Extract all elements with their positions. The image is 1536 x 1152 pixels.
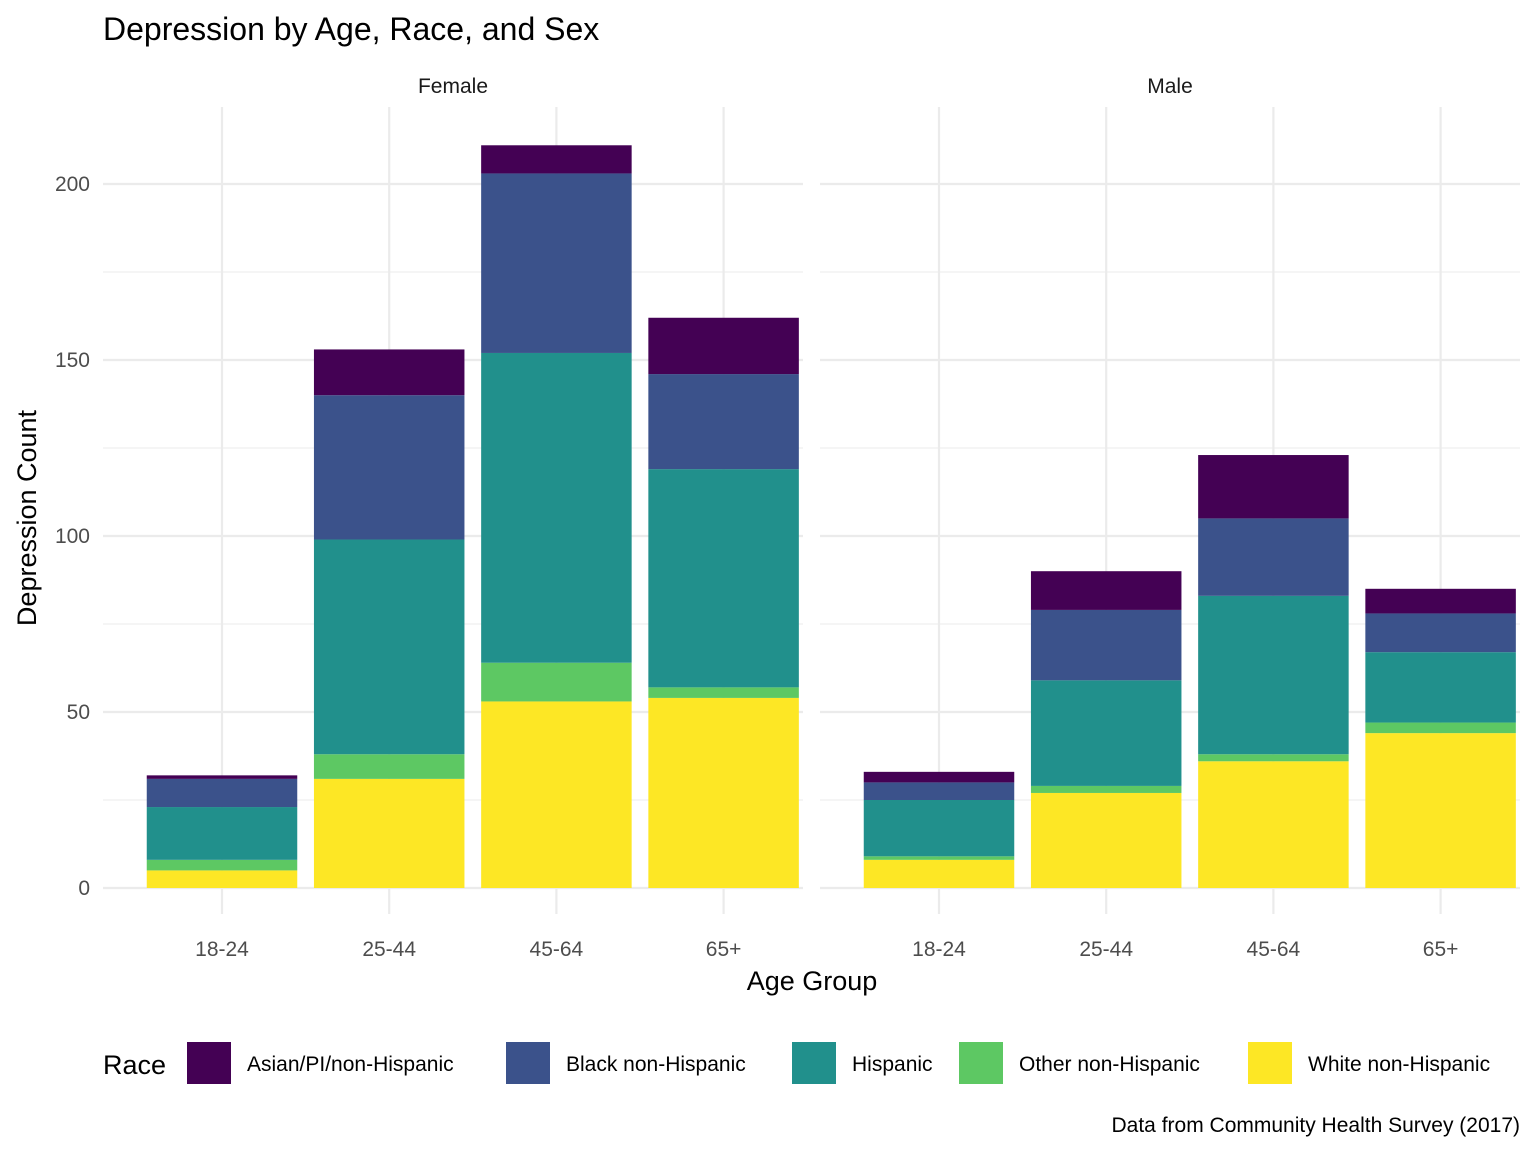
- legend: Race Asian/PI/non-Hispanic Black non-Hisp…: [103, 1042, 1490, 1084]
- bar-male-45-64-black-non-hispanic: [1198, 518, 1349, 596]
- y-tick-label: 50: [67, 701, 90, 724]
- bar-female-65+-asian-pi-non-hispanic: [648, 317, 799, 375]
- x-tick-label: 18-24: [195, 938, 249, 961]
- bar-female-18-24-hispanic: [146, 807, 298, 860]
- bar-male-65+-black-non-hispanic: [1365, 613, 1516, 653]
- facet-strip-label: Female: [418, 75, 488, 98]
- bar-female-25-44-asian-pi-non-hispanic: [313, 349, 465, 396]
- bar-male-65+-other-non-hispanic: [1365, 722, 1516, 734]
- bar-male-25-44-white-non-hispanic: [1030, 792, 1182, 888]
- bar-female-18-24-white-non-hispanic: [146, 870, 298, 888]
- bar-male-25-44-hispanic: [1030, 680, 1182, 786]
- bar-male-45-64-white-non-hispanic: [1198, 761, 1349, 888]
- bar-male-18-24-other-non-hispanic: [863, 856, 1015, 860]
- facet-panels: 18-24 25-44 45-64 65+ Female 18-24 25-44 45-64 6…: [55, 75, 1520, 961]
- bar-male-25-44-other-non-hispanic: [1030, 785, 1182, 793]
- bar-female-45-64-asian-pi-non-hispanic: [481, 145, 632, 174]
- facet-female: 18-24 25-44 45-64 65+ Female: [103, 75, 803, 961]
- x-tick-label: 25-44: [362, 938, 416, 961]
- bar-female-18-24-black-non-hispanic: [146, 778, 298, 808]
- y-tick-label: 150: [55, 349, 90, 372]
- bar-female-65+-other-non-hispanic: [648, 687, 799, 698]
- legend-title: Race: [103, 1050, 166, 1080]
- bar-male-45-64-hispanic: [1198, 595, 1349, 755]
- y-tick-label: 200: [55, 173, 90, 196]
- bar-female-65+-white-non-hispanic: [648, 697, 799, 888]
- bar-male-45-64-asian-pi-non-hispanic: [1198, 455, 1349, 519]
- bar-female-45-64-black-non-hispanic: [481, 173, 632, 353]
- x-tick-label: 18-24: [912, 938, 966, 961]
- bar-female-65+-hispanic: [648, 469, 799, 688]
- bar-female-65+-black-non-hispanic: [648, 374, 799, 470]
- legend-key: [506, 1042, 550, 1084]
- legend-key: [187, 1042, 231, 1084]
- y-axis-title: Depression Count: [12, 409, 42, 626]
- legend-key: [1248, 1042, 1292, 1084]
- facet-male: 18-24 25-44 45-64 65+ Male: [820, 75, 1520, 961]
- bar-male-25-44-asian-pi-non-hispanic: [1030, 571, 1182, 610]
- bar-female-45-64-hispanic: [481, 352, 632, 663]
- bar-male-45-64-other-non-hispanic: [1198, 754, 1349, 762]
- facet-strip-label: Male: [1147, 75, 1193, 98]
- bar-female-45-64-other-non-hispanic: [481, 662, 632, 702]
- bar-male-65+-asian-pi-non-hispanic: [1365, 588, 1516, 614]
- bar-female-45-64-white-non-hispanic: [481, 701, 632, 888]
- x-tick-label: 45-64: [1247, 938, 1301, 961]
- bar-female-25-44-other-non-hispanic: [313, 754, 465, 779]
- x-tick-label: 65+: [1423, 938, 1459, 961]
- legend-label: Black non-Hispanic: [566, 1053, 746, 1076]
- legend-label: Hispanic: [852, 1053, 933, 1076]
- bar-female-18-24-asian-pi-non-hispanic: [146, 775, 298, 779]
- legend-key: [959, 1042, 1003, 1084]
- y-tick-label: 0: [78, 877, 90, 900]
- x-axis-title: Age Group: [747, 966, 878, 996]
- y-tick-label: 100: [55, 525, 90, 548]
- x-tick-label: 45-64: [530, 938, 584, 961]
- bar-male-18-24-black-non-hispanic: [863, 782, 1015, 800]
- bar-female-25-44-black-non-hispanic: [313, 395, 465, 540]
- legend-key: [792, 1042, 836, 1084]
- bar-male-25-44-black-non-hispanic: [1030, 609, 1182, 681]
- bar-female-25-44-white-non-hispanic: [313, 778, 465, 888]
- bar-male-65+-hispanic: [1365, 652, 1516, 723]
- legend-label: Other non-Hispanic: [1019, 1053, 1200, 1076]
- bar-male-18-24-white-non-hispanic: [863, 859, 1015, 888]
- bar-female-25-44-hispanic: [313, 539, 465, 755]
- bar-male-18-24-asian-pi-non-hispanic: [863, 771, 1015, 783]
- x-tick-label: 65+: [706, 938, 742, 961]
- bar-male-18-24-hispanic: [863, 800, 1015, 857]
- legend-label: Asian/PI/non-Hispanic: [247, 1053, 454, 1076]
- bar-male-65+-white-non-hispanic: [1365, 733, 1516, 888]
- legend-label: White non-Hispanic: [1308, 1053, 1490, 1076]
- caption: Data from Community Health Survey (2017): [1112, 1114, 1521, 1137]
- chart-title: Depression by Age, Race, and Sex: [103, 11, 599, 47]
- bar-female-18-24-other-non-hispanic: [146, 859, 298, 871]
- x-tick-label: 25-44: [1079, 938, 1133, 961]
